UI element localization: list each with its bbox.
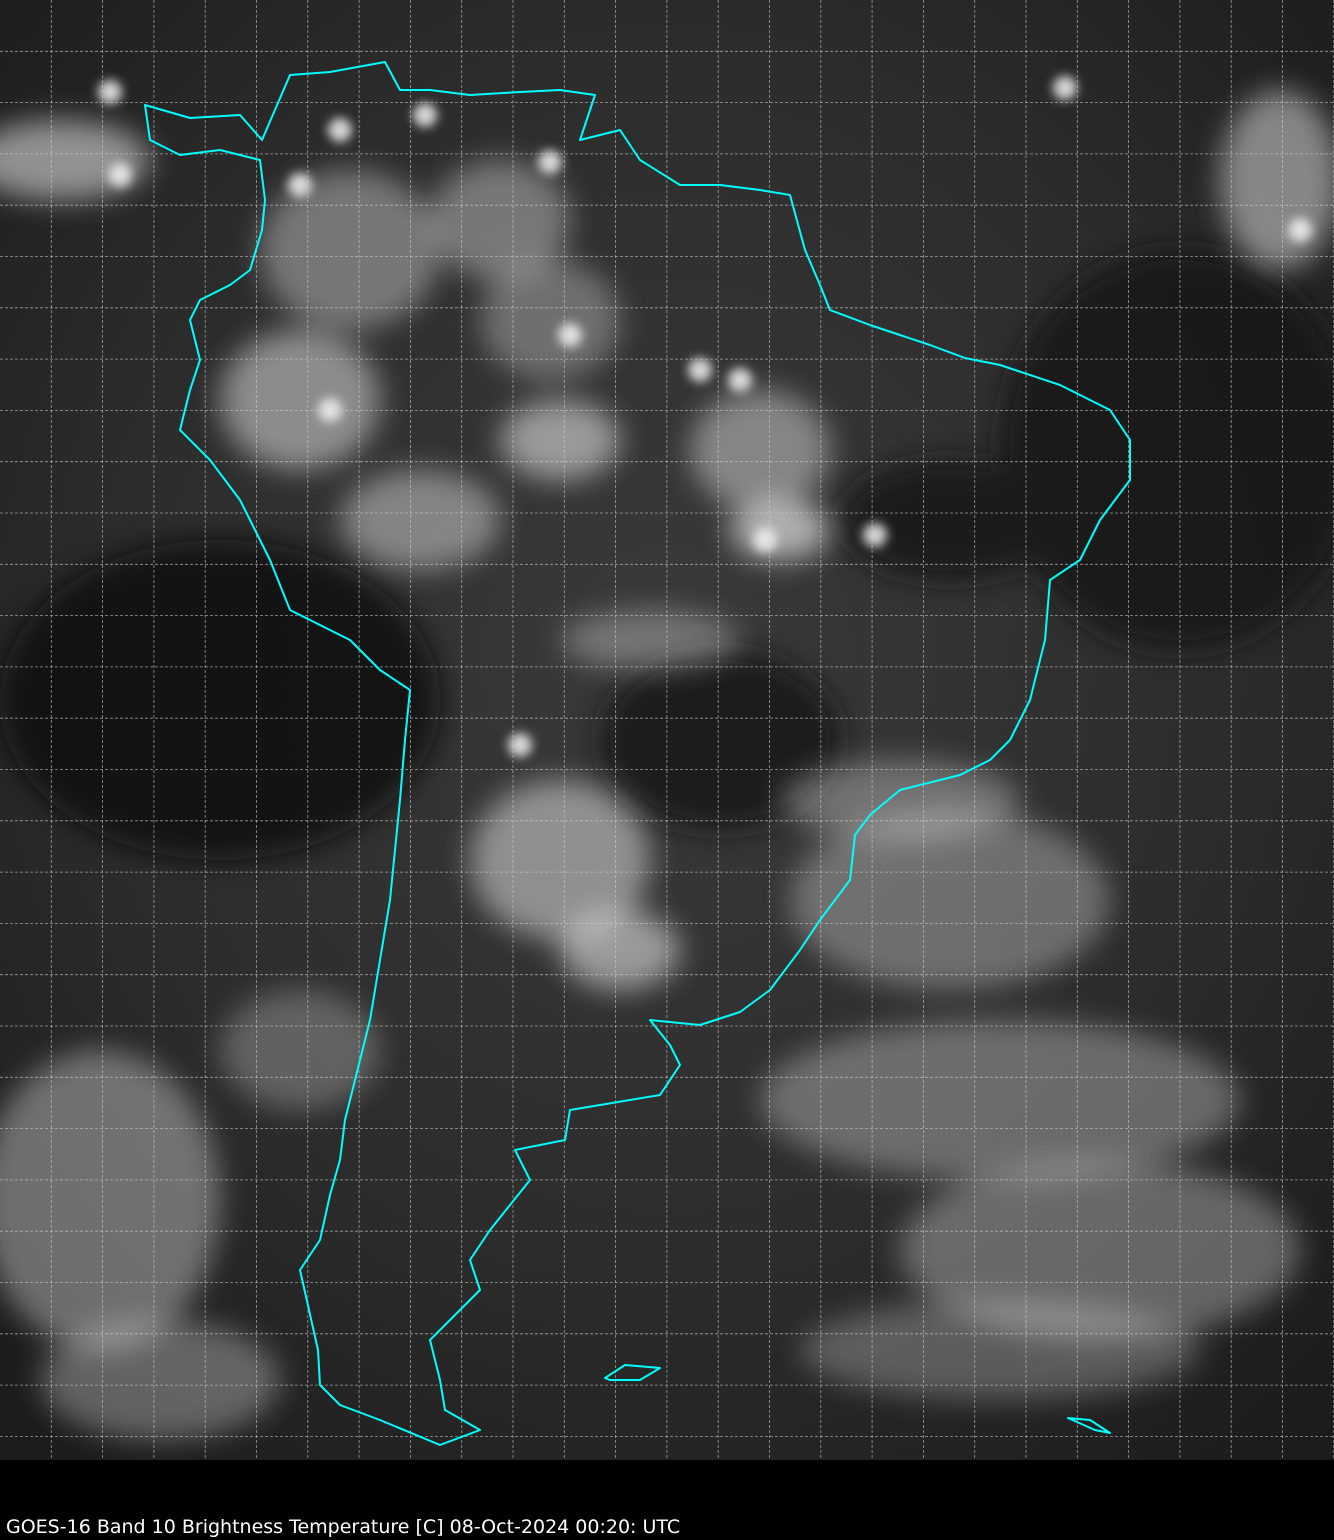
convective-cell [538, 150, 562, 174]
convective-cell [508, 733, 532, 757]
convective-cell [558, 323, 582, 347]
convective-cell [328, 118, 352, 142]
cloud [900, 1160, 1300, 1340]
cloud [500, 400, 620, 480]
convective-cell [753, 528, 777, 552]
cloud [220, 990, 380, 1110]
convective-cell [1288, 218, 1312, 242]
cloud [690, 390, 830, 510]
cloud [730, 500, 830, 560]
cloud [480, 260, 620, 380]
convective-cell [108, 163, 132, 187]
cloud [790, 810, 1110, 990]
convective-cell [863, 523, 887, 547]
convective-cell [728, 368, 752, 392]
cloud [40, 1320, 280, 1440]
coastline [144, 61, 1131, 1446]
satellite-imagery [0, 0, 1334, 1460]
cloud [800, 1300, 1200, 1400]
cloud [560, 610, 740, 670]
cloud [260, 170, 440, 330]
caption-bar [0, 1460, 1334, 1540]
south-america-outline [144, 61, 1131, 1446]
cloud [0, 1050, 220, 1350]
south-georgia-outline [1067, 1417, 1111, 1434]
cloud [780, 760, 1020, 840]
convective-cell [1053, 76, 1077, 100]
cloud [760, 1020, 1240, 1180]
cloud [430, 160, 570, 280]
cloud [560, 910, 680, 990]
cloud [340, 470, 500, 570]
convective-cells [98, 76, 1312, 757]
cloud [220, 330, 380, 470]
convective-cell [688, 358, 712, 382]
falkland-islands-outline [604, 1364, 661, 1381]
cloud [470, 780, 650, 940]
dry-slot [0, 250, 1334, 860]
convective-cell [288, 173, 312, 197]
image-caption: GOES-16 Band 10 Brightness Temperature [… [6, 1516, 681, 1538]
convective-cell [98, 80, 122, 104]
convective-cell [413, 103, 437, 127]
lat-lon-grid [0, 0, 1334, 1460]
